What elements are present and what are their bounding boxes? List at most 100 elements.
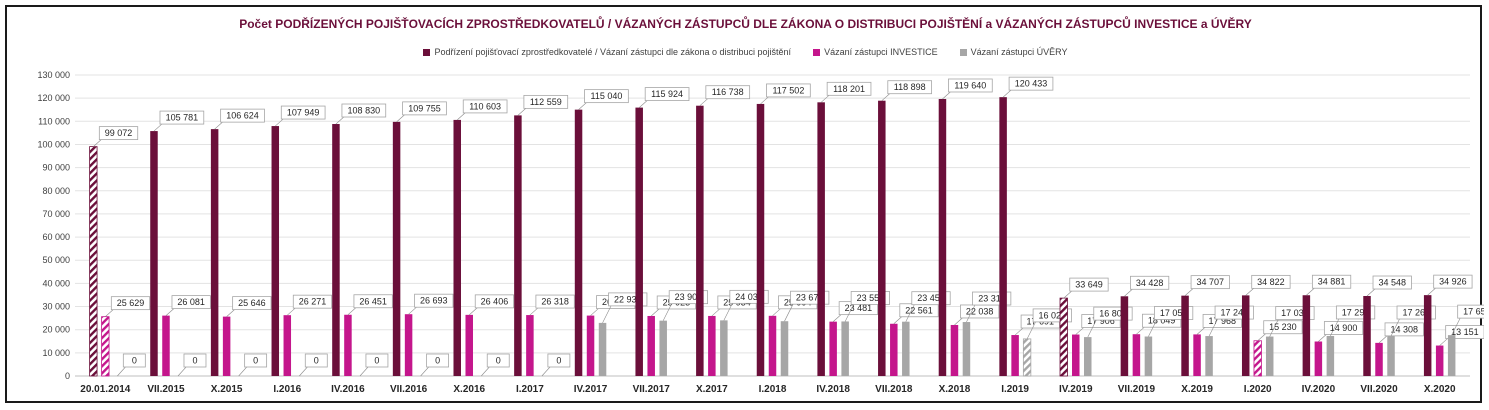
data-label: 34 881 — [1318, 277, 1346, 287]
data-label: 34 707 — [1196, 277, 1224, 287]
legend-label-investment: Vázaní zástupci INVESTICE — [824, 47, 938, 57]
legend-item-credit: Vázaní zástupci ÚVĚRY — [959, 47, 1068, 57]
x-tick-label: I.2020 — [1244, 384, 1272, 395]
bar — [999, 97, 1007, 377]
bar — [162, 315, 170, 376]
data-label-box — [766, 83, 811, 98]
bar — [344, 314, 352, 376]
data-label-leader — [784, 303, 794, 322]
data-label: 0 — [374, 356, 379, 366]
data-label-leader — [481, 365, 491, 377]
bar — [938, 98, 947, 377]
bar — [89, 146, 98, 377]
x-tick-label: IV.2019 — [1059, 384, 1093, 395]
data-label: 17 906 — [1087, 316, 1115, 326]
data-label-box — [826, 81, 872, 96]
data-label: 109 755 — [408, 103, 441, 113]
data-label: 17 268 — [1402, 308, 1430, 318]
x-tick-label: IV.2020 — [1302, 384, 1336, 395]
bar — [1253, 340, 1262, 377]
x-tick-label: VII.2019 — [1118, 384, 1156, 395]
data-label: 0 — [496, 356, 501, 366]
data-label: 120 433 — [1015, 79, 1048, 89]
data-label-box — [304, 353, 328, 368]
x-tick-label: 20.01.2014 — [80, 384, 130, 395]
bar — [1302, 295, 1311, 376]
legend-item-insurance: Podřízení pojišťovací zprostředkovatelé … — [423, 47, 791, 57]
bar — [465, 314, 473, 376]
data-label-leader — [420, 365, 430, 377]
bar — [1387, 336, 1395, 376]
data-label: 0 — [253, 356, 258, 366]
data-label-leader — [359, 365, 370, 377]
data-label: 34 548 — [1378, 278, 1406, 288]
data-label: 26 318 — [541, 297, 569, 307]
bar — [574, 109, 583, 376]
data-label-leader — [723, 302, 734, 321]
data-label-box — [547, 353, 571, 368]
data-label: 0 — [435, 356, 440, 366]
bar — [1144, 336, 1153, 376]
data-label: 115 924 — [651, 89, 683, 99]
data-label: 33 649 — [1075, 280, 1103, 290]
bar — [1084, 337, 1092, 376]
data-label-box — [365, 353, 389, 368]
legend-label-credit: Vázaní zástupci ÚVĚRY — [970, 47, 1068, 57]
y-tick-label: 110 000 — [38, 116, 70, 126]
data-label: 15 230 — [1269, 322, 1297, 332]
data-label-leader — [1087, 318, 1098, 338]
data-label-box — [353, 294, 393, 309]
legend-item-investment: Vázaní zástupci INVESTICE — [813, 47, 938, 57]
bar — [101, 316, 110, 377]
data-label-box — [232, 296, 272, 311]
y-tick-label: 40 000 — [42, 278, 70, 288]
data-label-leader — [541, 365, 552, 377]
data-label-leader — [117, 365, 127, 377]
bar — [332, 124, 340, 376]
x-tick-label: X.2016 — [453, 384, 485, 395]
x-tick-label: VII.2017 — [633, 384, 671, 395]
data-label-box — [341, 103, 387, 118]
data-label-box — [414, 293, 454, 308]
bar — [756, 103, 765, 376]
bar — [1059, 297, 1068, 377]
data-label: 17 053 — [1160, 308, 1188, 318]
data-label: 26 451 — [359, 296, 387, 306]
bar — [962, 322, 971, 376]
bar — [780, 321, 789, 376]
data-label: 25 646 — [238, 298, 266, 308]
bar — [586, 315, 595, 376]
data-label-box — [292, 294, 333, 309]
x-tick-label: VII.2015 — [147, 384, 185, 395]
y-tick-label: 130 000 — [37, 70, 70, 80]
bar — [720, 320, 728, 376]
bar — [1132, 334, 1141, 376]
data-label-box — [523, 94, 569, 109]
data-label-box — [110, 296, 151, 311]
bar — [1314, 341, 1323, 376]
x-tick-label: I.2016 — [273, 384, 301, 395]
data-label-box — [98, 126, 139, 141]
y-tick-label: 0 — [65, 371, 70, 381]
data-label-box — [1263, 320, 1303, 335]
data-label-leader — [602, 304, 612, 324]
y-tick-label: 80 000 — [42, 186, 70, 196]
legend-swatch-credit — [959, 48, 967, 56]
bar — [902, 321, 910, 376]
data-label-leader — [662, 302, 673, 321]
x-tick-label: X.2018 — [939, 384, 971, 395]
data-label: 106 624 — [226, 111, 259, 121]
bar — [1326, 335, 1335, 376]
data-label: 18 049 — [1148, 316, 1176, 326]
data-label: 23 453 — [917, 293, 945, 303]
data-label: 22 938 — [614, 294, 642, 304]
data-label-box — [584, 89, 629, 104]
bar — [1022, 338, 1032, 377]
y-tick-label: 70 000 — [42, 209, 70, 219]
data-label: 17 035 — [1281, 308, 1309, 318]
data-label: 34 926 — [1439, 277, 1467, 287]
data-label-leader — [1269, 318, 1279, 337]
bar — [271, 126, 280, 376]
data-label-leader — [966, 303, 976, 323]
data-label-box — [887, 80, 933, 95]
